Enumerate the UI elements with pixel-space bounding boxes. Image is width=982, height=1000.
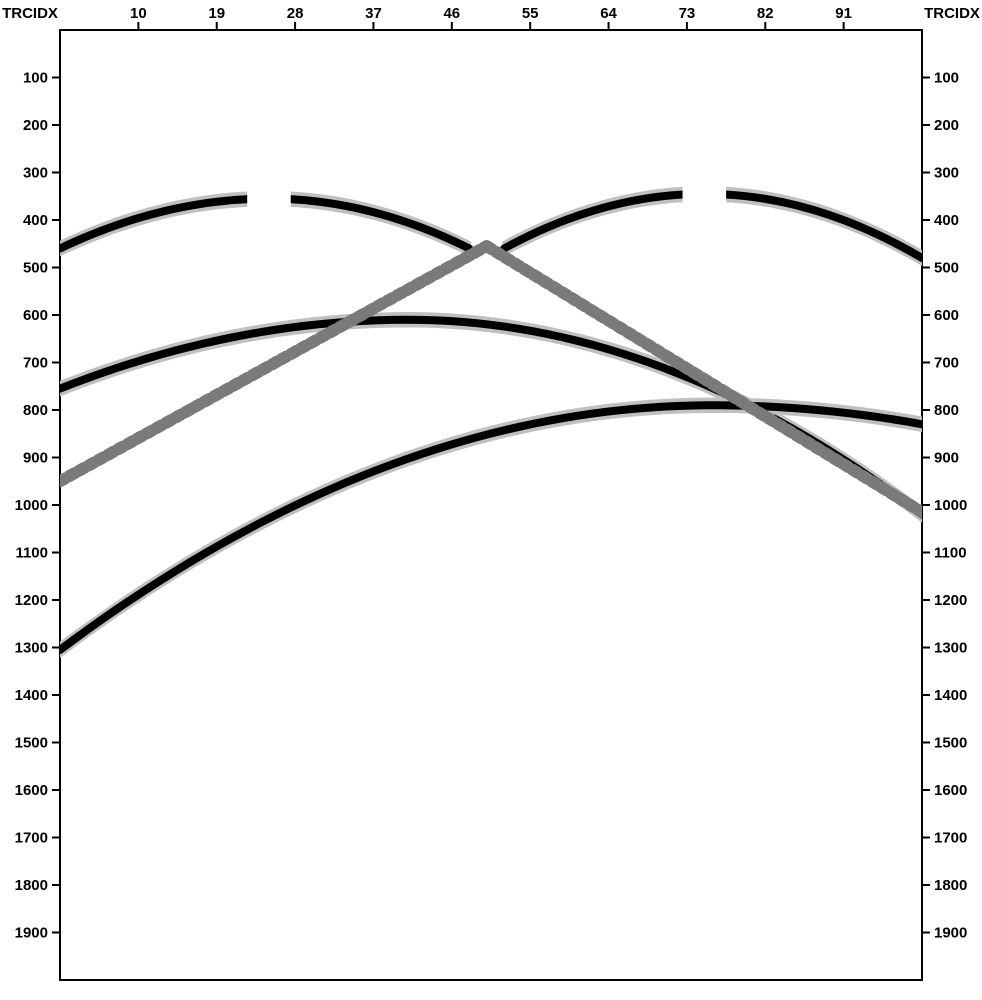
axis-title-left: TRCIDX	[2, 5, 58, 22]
x-tick-label: 10	[130, 5, 147, 22]
y-tick-label-right: 1200	[934, 592, 967, 609]
y-tick-label-left: 400	[23, 212, 48, 229]
y-tick-label-left: 300	[23, 165, 48, 182]
axis-title-right: TRCIDX	[924, 5, 980, 22]
y-tick-label-right: 1800	[934, 877, 967, 894]
seismic-chart: 10 19 28 37 46 55 64 73 82 91 100 100 200 200 300 300 40…	[0, 0, 982, 1000]
y-tick-label-left: 800	[23, 402, 48, 419]
y-tick-label-right: 1400	[934, 687, 967, 704]
y-tick-label-left: 1000	[15, 497, 48, 514]
x-tick-label: 73	[679, 5, 696, 22]
y-tick-label-left: 1800	[15, 877, 48, 894]
plot-box	[60, 30, 922, 980]
y-tick-label-right: 1300	[934, 640, 967, 657]
x-tick-label: 91	[835, 5, 852, 22]
y-tick-label-right: 500	[934, 260, 959, 277]
y-tick-label-left: 200	[23, 117, 48, 134]
y-tick-label-right: 300	[934, 165, 959, 182]
y-tick-label-right: 200	[934, 117, 959, 134]
x-tick-label: 55	[522, 5, 539, 22]
y-tick-label-left: 1300	[15, 640, 48, 657]
y-tick-label-right: 100	[934, 70, 959, 87]
x-tick-label: 64	[600, 5, 617, 22]
x-tick-label: 19	[208, 5, 225, 22]
x-tick-label: 28	[287, 5, 304, 22]
y-tick-label-left: 1500	[15, 735, 48, 752]
y-tick-label-left: 1400	[15, 687, 48, 704]
y-tick-label-right: 1700	[934, 830, 967, 847]
y-tick-label-right: 700	[934, 355, 959, 372]
chart-container: 10 19 28 37 46 55 64 73 82 91 100 100 200 200 300 300 40…	[0, 0, 982, 1000]
y-tick-label-right: 1600	[934, 782, 967, 799]
y-tick-label-left: 1900	[15, 925, 48, 942]
y-tick-label-right: 600	[934, 307, 959, 324]
y-tick-label-left: 600	[23, 307, 48, 324]
y-tick-label-left: 700	[23, 355, 48, 372]
y-tick-label-right: 900	[934, 450, 959, 467]
y-tick-label-left: 100	[23, 70, 48, 87]
y-tick-label-left: 1200	[15, 592, 48, 609]
y-tick-label-right: 1900	[934, 925, 967, 942]
x-tick-label: 82	[757, 5, 774, 22]
y-tick-label-right: 400	[934, 212, 959, 229]
y-tick-label-left: 1100	[15, 545, 48, 562]
x-tick-label: 46	[443, 5, 460, 22]
y-tick-label-left: 1700	[15, 830, 48, 847]
y-tick-label-right: 1000	[934, 497, 967, 514]
y-tick-label-left: 1600	[15, 782, 48, 799]
x-tick-label: 37	[365, 5, 382, 22]
y-tick-label-right: 1100	[934, 545, 967, 562]
y-tick-label-left: 500	[23, 260, 48, 277]
y-tick-label-right: 1500	[934, 735, 967, 752]
y-tick-label-right: 800	[934, 402, 959, 419]
y-tick-label-left: 900	[23, 450, 48, 467]
